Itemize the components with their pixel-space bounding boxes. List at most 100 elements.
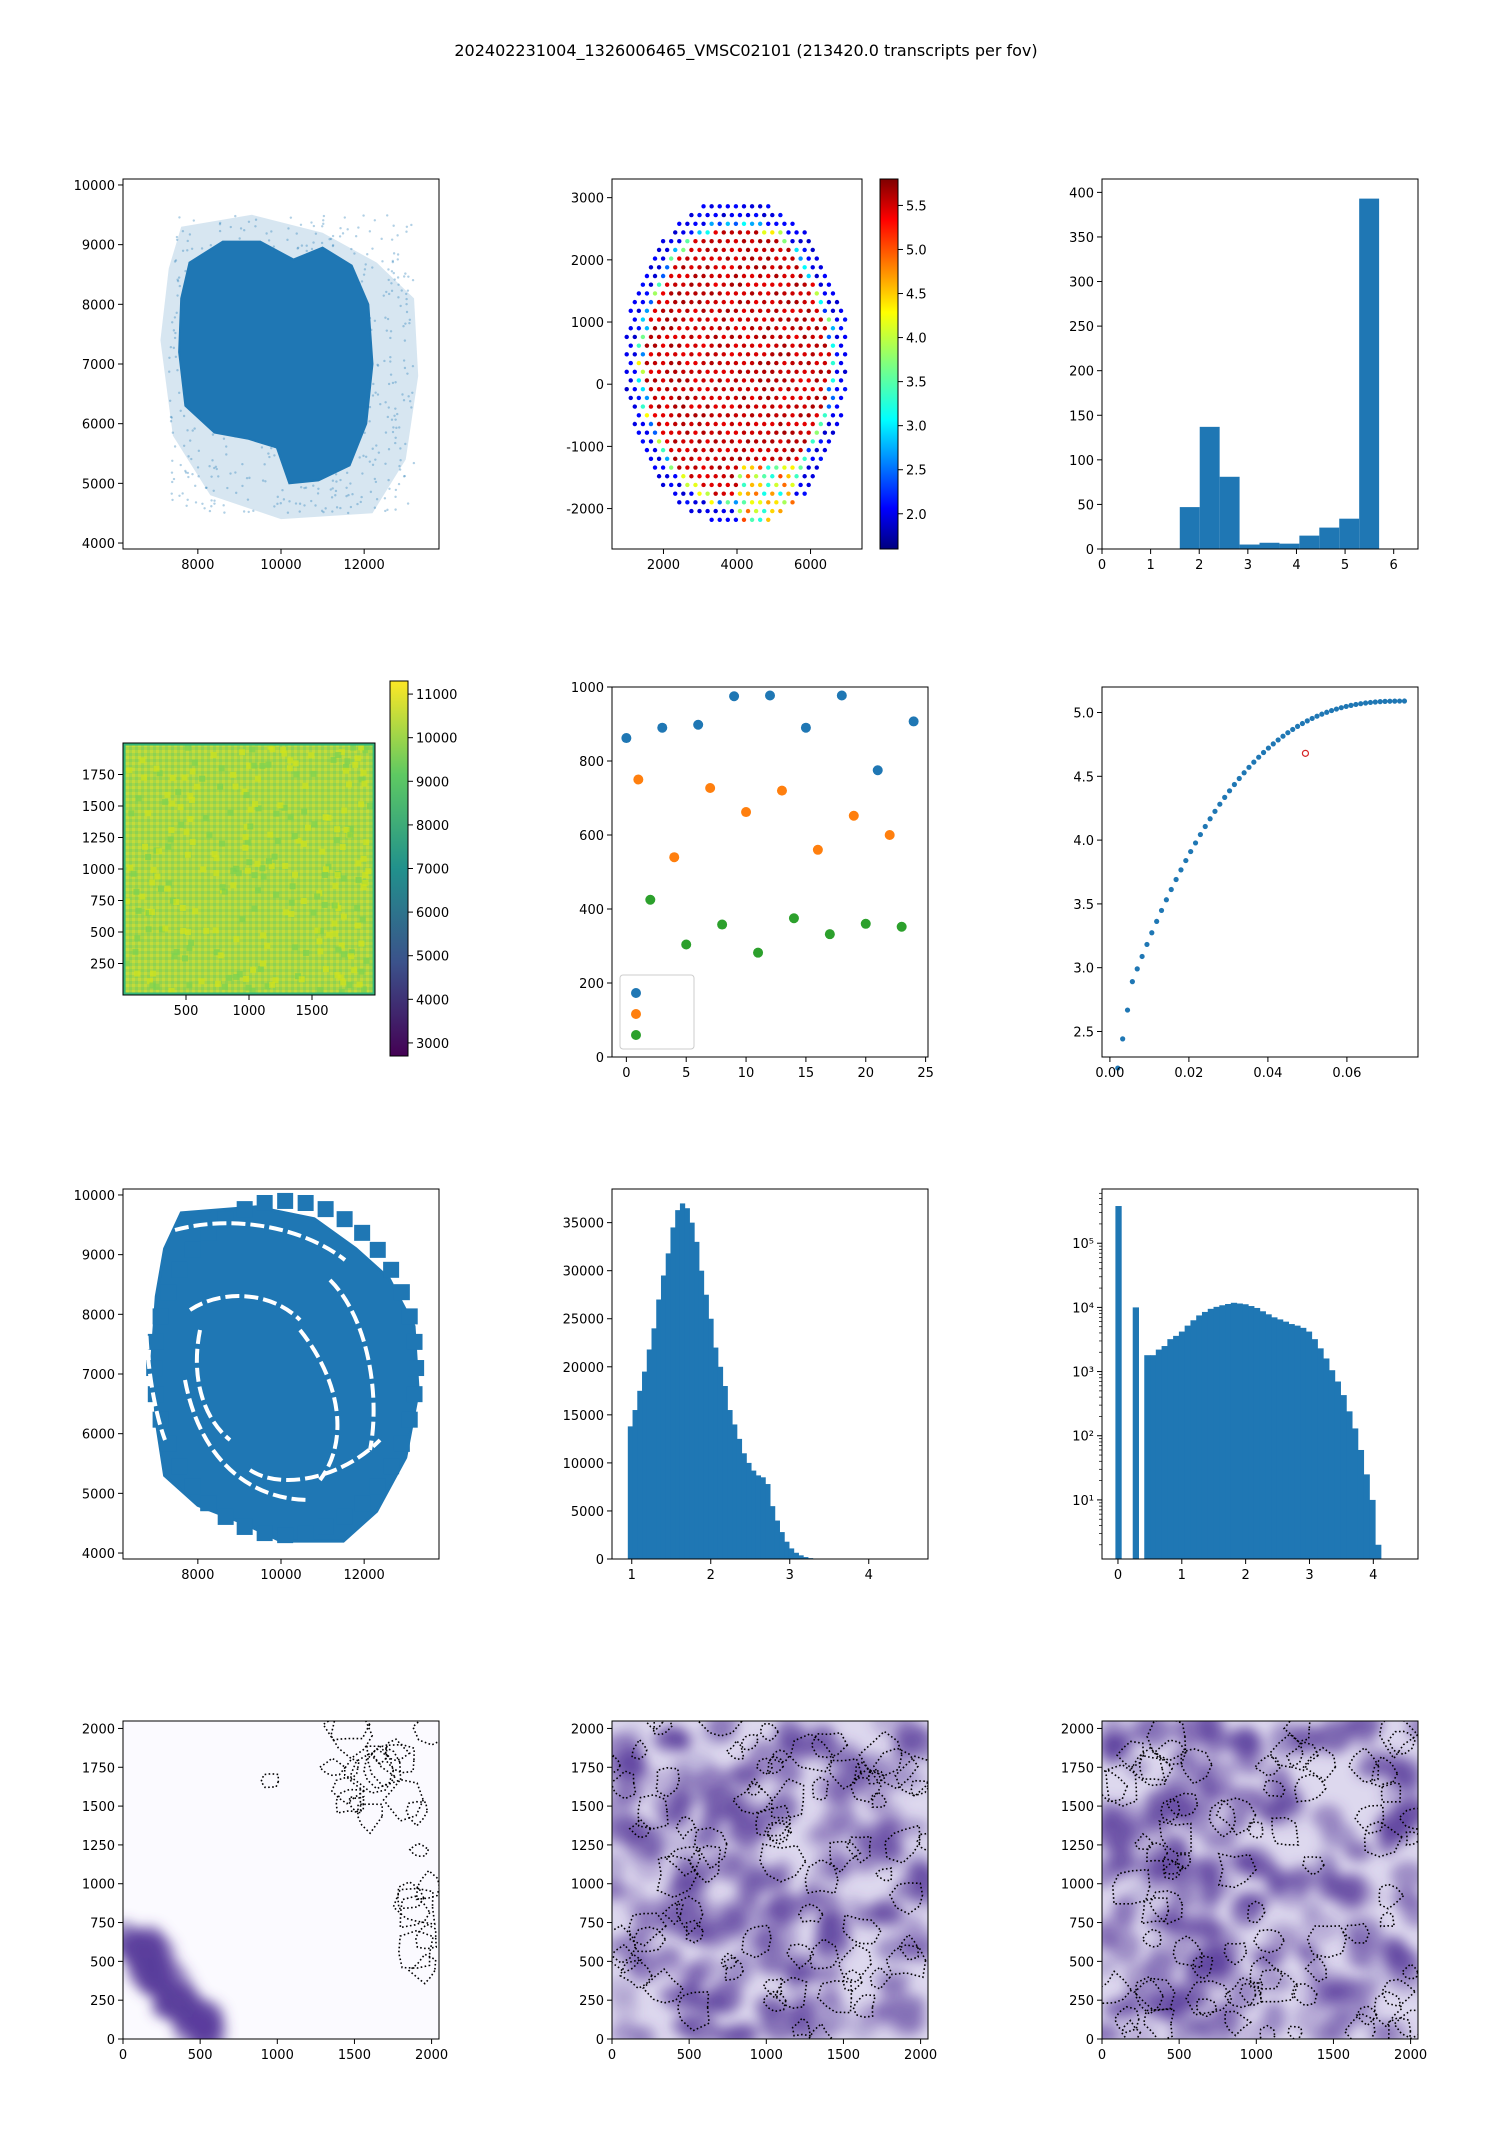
cell-boundary	[1387, 1730, 1416, 1756]
fov-point	[652, 273, 658, 279]
histogram-bar	[1155, 1349, 1163, 1559]
histogram-bar	[788, 1548, 795, 1559]
cell-boundary	[1142, 2008, 1176, 2039]
fov-point	[745, 247, 751, 253]
histogram-bar	[741, 1453, 747, 1559]
fov-point	[802, 386, 807, 392]
fov-point	[749, 326, 755, 331]
fov-point	[656, 439, 662, 444]
nucleus	[1293, 2002, 1325, 2037]
fov-point	[721, 456, 726, 462]
histogram-bar	[1282, 1321, 1290, 1559]
transcript-point	[272, 245, 276, 248]
fov-point	[721, 212, 726, 218]
fov-point	[757, 413, 763, 418]
axes-frame	[611, 1720, 929, 2040]
fov-point	[770, 369, 775, 374]
fov-point	[762, 474, 767, 479]
fov-point	[648, 334, 654, 340]
fov-point	[721, 369, 726, 374]
fov-point	[713, 456, 718, 462]
density-cell	[150, 866, 157, 873]
x-tick-label: 6000	[794, 558, 827, 573]
density-cell	[162, 925, 169, 932]
fov-point	[798, 482, 803, 488]
cell-block	[152, 1308, 169, 1325]
histogram-bar	[803, 1557, 809, 1559]
cell-boundary	[370, 1745, 389, 1765]
density-cell	[319, 848, 326, 855]
fov-point	[741, 447, 747, 453]
cell-block	[317, 1518, 334, 1535]
cell-boundary	[1130, 1746, 1167, 1787]
density-cell	[322, 966, 329, 973]
histogram-bar	[751, 1470, 757, 1559]
x-tick-label: 2	[1195, 558, 1203, 573]
transcript-point	[322, 214, 326, 218]
histogram-bar	[1279, 543, 1300, 549]
y-tick-label: 1250	[82, 1839, 115, 1854]
fov-point	[745, 299, 751, 305]
y-tick-label: 400	[579, 903, 604, 918]
histogram-bar	[727, 1410, 733, 1559]
density-cell	[321, 901, 328, 908]
nucleus	[1102, 1957, 1117, 1977]
fov-point	[774, 308, 779, 314]
abundance-point	[1294, 723, 1301, 729]
fov-point	[697, 439, 702, 444]
fov-point	[721, 317, 726, 322]
density-cell	[360, 884, 367, 891]
fov-point	[790, 378, 795, 383]
fov-point	[826, 404, 832, 409]
transcript-point	[310, 221, 313, 224]
nucleus	[881, 1758, 916, 1782]
fov-point	[818, 421, 824, 427]
scale-factor-point	[621, 733, 632, 744]
colorbar	[879, 178, 899, 550]
cell-boundary	[655, 1766, 681, 1798]
fov-point	[685, 256, 690, 261]
fov-point	[701, 447, 706, 453]
nucleus	[1312, 1722, 1352, 1755]
fov-point	[798, 308, 803, 314]
fov-point	[697, 404, 702, 409]
fov-point	[745, 456, 751, 462]
cell-boundary	[349, 1751, 397, 1794]
fov-point	[745, 317, 751, 322]
x-tick-label: 1500	[338, 2048, 371, 2063]
fov-point	[741, 395, 747, 401]
nucleus	[908, 1887, 928, 1908]
transcript-point	[357, 226, 360, 229]
fov-point	[689, 456, 694, 462]
fov-point	[830, 430, 836, 435]
x-tick-label: 4	[865, 1568, 873, 1583]
density-cell	[123, 898, 130, 905]
fov-point	[709, 482, 714, 488]
density-cell	[358, 940, 365, 947]
transcript-point	[241, 462, 244, 466]
fov-point	[838, 378, 844, 383]
fov-point	[668, 273, 674, 279]
fov-point	[782, 360, 787, 366]
transcript-point	[298, 502, 302, 505]
nucleus	[769, 1793, 796, 1823]
abundance-point	[1149, 930, 1155, 936]
histogram-bar	[689, 1222, 695, 1559]
fov-point	[636, 308, 642, 314]
fov-point	[689, 474, 694, 479]
x-tick-label: 500	[174, 1004, 199, 1019]
fov-point	[705, 491, 710, 496]
density-cell	[167, 836, 174, 843]
fov-point	[766, 500, 771, 505]
transcript-point	[412, 461, 416, 465]
transcript-point	[375, 498, 379, 501]
fov-point	[709, 430, 714, 435]
cell-boundary	[845, 1835, 872, 1864]
fov-point	[709, 360, 714, 366]
fov-point	[656, 369, 662, 374]
cell-block	[256, 1194, 273, 1211]
nucleus	[723, 1796, 748, 1827]
density-cell	[178, 821, 185, 828]
transcript-point	[186, 498, 189, 502]
transcript-point	[383, 497, 387, 500]
